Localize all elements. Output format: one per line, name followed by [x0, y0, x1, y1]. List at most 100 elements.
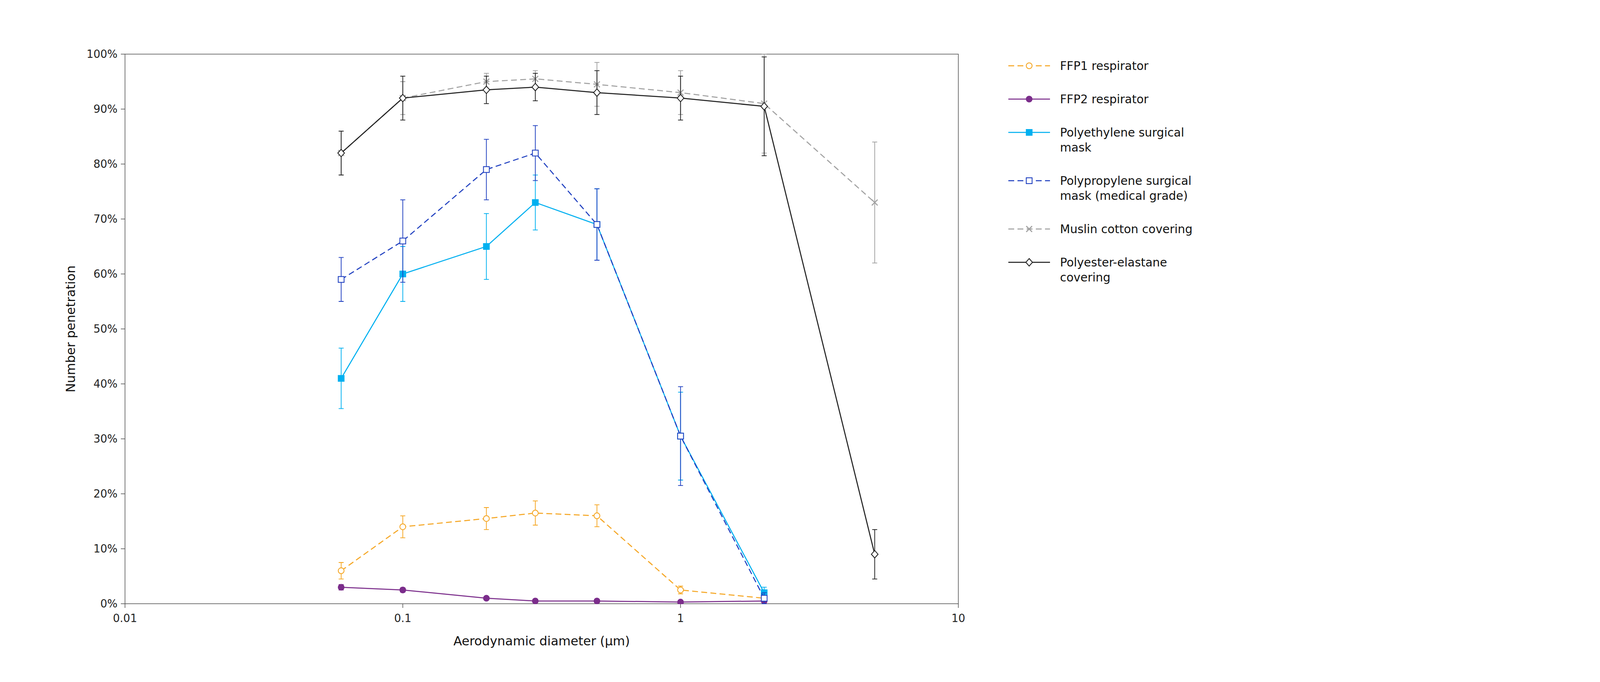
plot-area — [337, 54, 879, 605]
y-tick-label: 10% — [93, 542, 118, 556]
y-tick-label: 0% — [100, 597, 118, 611]
legend-label-line: FFP2 respirator — [1060, 92, 1149, 107]
error-bar — [761, 593, 767, 605]
y-tick — [120, 548, 125, 550]
x-tick-label: 10 — [951, 612, 965, 625]
error-bar — [532, 501, 538, 526]
x-tick-label: 1 — [677, 612, 685, 625]
legend-label: FFP2 respirator — [1060, 92, 1149, 107]
y-axis-label: Number penetration — [63, 265, 78, 393]
y-tick — [120, 163, 125, 165]
error-bar — [483, 213, 489, 280]
legend-label-line: mask (medical grade) — [1060, 189, 1188, 203]
legend-label-line: Polyester-elastane — [1060, 255, 1168, 270]
series-line — [341, 87, 875, 555]
point — [532, 83, 539, 91]
point — [400, 587, 406, 594]
x-tick-label: 0.01 — [112, 612, 138, 625]
y-tick-label: 60% — [93, 267, 118, 281]
point — [761, 595, 768, 602]
error-bar — [594, 188, 600, 261]
point — [483, 166, 490, 173]
y-tick-label: 70% — [93, 212, 118, 226]
point — [594, 513, 600, 520]
point — [338, 375, 345, 382]
error-bar — [872, 142, 878, 263]
error-bar — [338, 257, 344, 302]
point — [337, 149, 345, 158]
legend-marker — [1026, 177, 1033, 184]
y-tick-label: 90% — [93, 102, 118, 116]
point — [677, 94, 684, 103]
error-bar — [677, 586, 683, 595]
y-tick — [120, 273, 125, 275]
y-tick-label: 100% — [86, 47, 118, 61]
y-tick — [120, 328, 125, 330]
plot-frame — [125, 54, 959, 605]
y-tick — [120, 493, 125, 495]
point — [594, 221, 600, 228]
point — [677, 587, 684, 594]
error-bar — [594, 505, 600, 528]
series-line — [341, 78, 875, 203]
point — [482, 86, 490, 94]
error-bar — [400, 200, 406, 283]
y-tick — [120, 603, 125, 605]
x-tick — [680, 604, 682, 609]
error-bar — [483, 507, 489, 530]
legend: FFP1 respirator FFP2 respirator Polyethyle… — [1008, 59, 1193, 285]
legend-label-line: FFP1 respirator — [1060, 59, 1149, 73]
series-line — [341, 202, 765, 593]
point — [483, 243, 490, 250]
point — [399, 94, 407, 103]
point — [871, 550, 878, 559]
y-tick — [120, 53, 125, 55]
y-tick — [120, 108, 125, 110]
y-tick-label: 80% — [93, 157, 118, 171]
chart: 0.010.11100%10%20%30%40%50%60%70%80%90%1… — [0, 0, 1600, 682]
legend-label-line: covering — [1060, 270, 1111, 285]
x-tick — [124, 604, 126, 609]
legend-label-line: Polyethylene surgical — [1060, 125, 1185, 140]
point — [532, 510, 539, 517]
point — [761, 595, 768, 602]
point — [483, 595, 490, 602]
y-tick-label: 30% — [93, 432, 118, 446]
legend-marker — [1026, 96, 1033, 103]
legend-marker — [1026, 62, 1033, 69]
error-bar — [338, 348, 344, 409]
legend-marker — [1026, 129, 1033, 136]
point — [338, 568, 345, 575]
y-tick-label: 20% — [93, 487, 118, 501]
point — [677, 433, 684, 440]
error-bar — [532, 125, 538, 181]
point — [532, 598, 539, 605]
x-axis-label: Aerodynamic diameter (μm) — [453, 634, 630, 649]
series — [338, 175, 768, 599]
series — [338, 54, 878, 264]
error-bar — [532, 175, 538, 230]
legend-label-line: Muslin cotton covering — [1060, 222, 1193, 237]
x-tick — [957, 604, 959, 609]
point — [532, 199, 539, 206]
y-tick — [120, 218, 125, 220]
series-line — [341, 153, 765, 599]
y-tick — [120, 383, 125, 385]
error-bar — [338, 585, 344, 591]
legend-label: Polypropylene surgicalmask (medical grad… — [1060, 174, 1192, 203]
series — [337, 57, 879, 580]
series-line — [341, 587, 765, 603]
point — [594, 598, 600, 605]
series-line — [341, 513, 765, 599]
point — [760, 102, 768, 110]
point — [594, 221, 600, 228]
point — [400, 524, 406, 530]
point — [400, 238, 406, 245]
point — [532, 150, 539, 157]
legend-label-line: Polypropylene surgical — [1060, 174, 1192, 188]
legend-marker — [1026, 226, 1033, 233]
legend-label: Polyester-elastanecovering — [1060, 255, 1168, 285]
point — [677, 599, 684, 605]
error-bar — [338, 562, 344, 580]
y-tick-label: 50% — [93, 322, 118, 336]
